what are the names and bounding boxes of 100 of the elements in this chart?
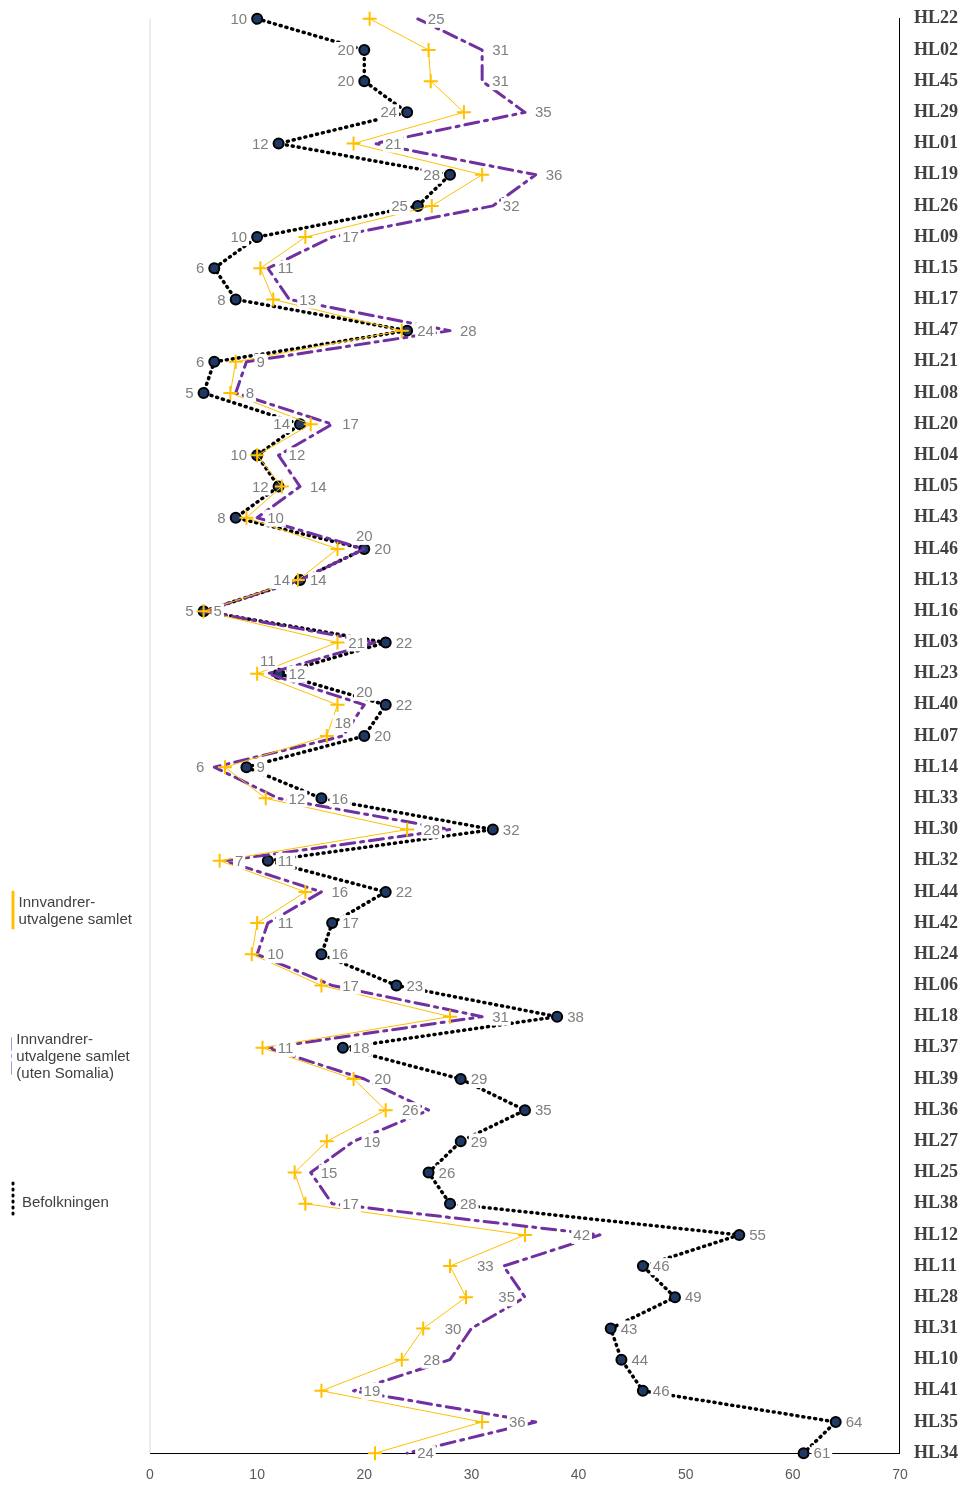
y-tick-label: HL20 <box>913 412 959 433</box>
data-label: 17 <box>342 415 359 433</box>
y-tick-label: HL08 <box>913 381 959 402</box>
y-tick-label: HL27 <box>913 1130 959 1151</box>
y-tick-label: HL23 <box>913 662 959 683</box>
data-label: 29 <box>470 1070 488 1088</box>
y-tick-label: HL31 <box>913 1317 959 1338</box>
data-label: 11 <box>277 1038 294 1056</box>
data-label: 20 <box>355 527 373 545</box>
data-label: 33 <box>476 1257 494 1275</box>
data-label: 28 <box>423 165 440 183</box>
data-label: 12 <box>288 664 306 682</box>
data-label: 44 <box>631 1350 649 1368</box>
data-label: 5 <box>185 384 194 402</box>
y-tick-label: HL19 <box>913 163 959 184</box>
y-tick-label: HL24 <box>913 942 959 963</box>
data-label: 9 <box>256 352 265 370</box>
data-label: 22 <box>395 883 413 901</box>
data-label: 8 <box>217 290 226 308</box>
data-label: 17 <box>342 914 359 932</box>
data-label: 11 <box>260 651 276 669</box>
data-label: 17 <box>342 228 359 246</box>
x-tick-label: 20 <box>356 1466 373 1483</box>
data-label: 12 <box>288 789 306 807</box>
y-tick-label: HL07 <box>913 724 959 745</box>
data-label: 26 <box>401 1101 419 1119</box>
data-label: 17 <box>342 1194 359 1212</box>
y-tick-label: HL14 <box>913 755 959 776</box>
y-tick-label: HL41 <box>913 1379 959 1400</box>
data-label: 10 <box>230 446 248 464</box>
data-label: 12 <box>251 477 269 495</box>
data-label: 31 <box>492 41 509 59</box>
data-label: 8 <box>245 384 255 402</box>
data-label: 35 <box>535 103 552 121</box>
data-label: 11 <box>277 259 294 277</box>
data-label: 5 <box>185 602 194 620</box>
y-tick-label: HL28 <box>913 1285 959 1306</box>
data-label: 24 <box>417 321 434 339</box>
data-label: 32 <box>502 820 520 838</box>
legend-label: Innvandrer-utvalgene samlet <box>18 893 133 927</box>
y-tick-label: HL42 <box>913 911 959 932</box>
data-label: 5 <box>213 602 222 620</box>
data-label: 46 <box>652 1257 670 1275</box>
x-tick-label: 40 <box>570 1466 587 1483</box>
data-label: 16 <box>331 789 349 807</box>
y-tick-label: HL26 <box>913 194 959 215</box>
y-tick-label: HL06 <box>913 974 959 995</box>
data-label: 8 <box>217 508 226 526</box>
y-tick-label: HL43 <box>913 506 959 527</box>
y-tick-label: HL38 <box>913 1192 959 1213</box>
data-label: 19 <box>363 1132 381 1150</box>
legend-label: Innvandrer-utvalgene samlet (uten Somalia) <box>16 1030 131 1081</box>
y-tick-label: HL46 <box>913 537 959 558</box>
data-label: 35 <box>535 1101 552 1119</box>
data-label: 6 <box>195 758 205 776</box>
y-tick-label: HL36 <box>913 1098 959 1119</box>
data-label: 28 <box>460 1194 477 1212</box>
data-label: 19 <box>363 1381 381 1399</box>
data-label: 22 <box>395 695 413 713</box>
data-label: 20 <box>355 682 373 700</box>
data-label: 14 <box>310 477 327 495</box>
y-tick-label: HL13 <box>913 568 959 589</box>
data-label: 43 <box>620 1319 638 1337</box>
data-label: 55 <box>749 1226 766 1244</box>
data-label: 11 <box>277 851 294 869</box>
x-tick-label: 50 <box>677 1466 694 1483</box>
data-label: 18 <box>334 714 352 732</box>
data-label: 24 <box>380 103 398 121</box>
data-label: 42 <box>573 1226 590 1244</box>
data-label: 20 <box>374 727 391 745</box>
x-tick-label: 10 <box>249 1466 266 1483</box>
y-tick-label: HL11 <box>913 1254 958 1275</box>
y-tick-label: HL21 <box>913 350 959 371</box>
y-tick-label: HL34 <box>913 1441 959 1462</box>
y-tick-label: HL10 <box>913 1348 959 1369</box>
data-label: 12 <box>288 446 306 464</box>
y-tick-label: HL12 <box>913 1223 959 1244</box>
y-tick-label: HL45 <box>913 69 959 90</box>
y-tick-label: HL16 <box>913 599 959 620</box>
data-label: 10 <box>267 945 284 963</box>
data-label: 64 <box>845 1413 863 1431</box>
data-label: 16 <box>331 945 349 963</box>
data-label: 23 <box>406 976 424 994</box>
data-label: 29 <box>470 1132 488 1150</box>
data-label: 28 <box>460 321 477 339</box>
data-label: 22 <box>395 633 413 651</box>
data-label: 28 <box>423 820 440 838</box>
data-label: 10 <box>230 228 248 246</box>
data-label: 31 <box>492 1007 509 1025</box>
data-label: 7 <box>235 851 244 869</box>
y-tick-label: HL33 <box>913 787 959 808</box>
data-label: 20 <box>337 72 355 90</box>
data-label: 11 <box>277 914 294 932</box>
data-label: 14 <box>273 571 290 589</box>
y-tick-label: HL05 <box>913 475 959 496</box>
y-tick-label: HL40 <box>913 693 959 714</box>
data-label: 20 <box>374 1070 391 1088</box>
y-tick-label: HL25 <box>913 1161 959 1182</box>
y-tick-label: HL32 <box>913 849 959 870</box>
data-label: 28 <box>423 1350 440 1368</box>
